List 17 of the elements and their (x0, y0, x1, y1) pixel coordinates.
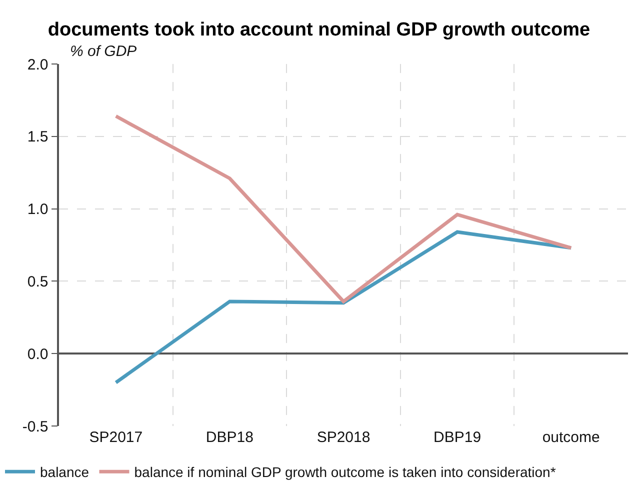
y-tick-label: 0.5 (27, 273, 48, 290)
legend-label: balance (40, 464, 90, 480)
y-tick-label: 2.0 (27, 56, 48, 74)
x-tick-label: DBP18 (206, 429, 254, 446)
y-axis-title: % of GDP (70, 43, 137, 60)
line-series (114, 114, 573, 304)
line-series (114, 230, 573, 384)
y-tick-label: 1.0 (27, 201, 48, 218)
y-tick-label: -0.5 (22, 418, 48, 436)
x-tick-label: SP2018 (316, 429, 370, 446)
x-tick-label: SP2017 (89, 429, 143, 446)
y-tick-label: 0.0 (27, 346, 48, 363)
legend-label: balance if nominal GDP growth outcome is taken into consideration* (134, 464, 556, 480)
chart-title: documents took into account nominal GDP growth outcome (48, 19, 590, 40)
y-tick-label: 1.5 (27, 128, 48, 146)
x-tick-label: outcome (542, 429, 600, 446)
x-tick-label: DBP19 (434, 429, 482, 446)
